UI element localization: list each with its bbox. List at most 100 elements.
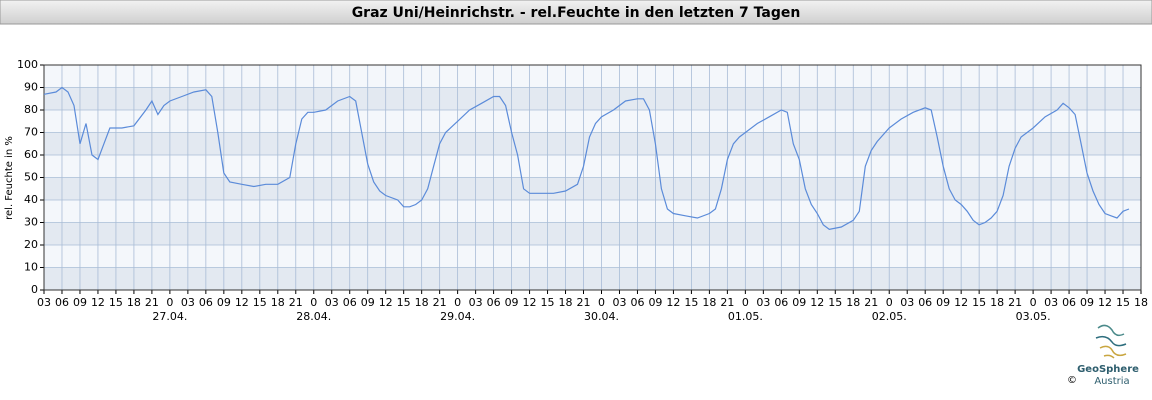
grid-band (44, 87, 1141, 110)
grid-band (44, 177, 1141, 200)
x-tick-label: 15 (1116, 296, 1130, 309)
x-tick-label: 03 (900, 296, 914, 309)
plot-frame (43, 64, 1142, 291)
x-tick-label: 0 (1030, 296, 1037, 309)
logo-sub: Austria (1094, 376, 1129, 387)
x-tick-label: 15 (541, 296, 555, 309)
x-tick-label: 09 (73, 296, 87, 309)
logo-icon (1099, 345, 1127, 357)
x-tick-label: 18 (415, 296, 429, 309)
x-tick-label: 0 (310, 296, 317, 309)
x-tick-label: 0 (742, 296, 749, 309)
x-tick-label: 06 (918, 296, 932, 309)
x-tick-label: 15 (828, 296, 842, 309)
x-tick-label: 12 (810, 296, 824, 309)
x-tick-label: 06 (630, 296, 644, 309)
date-label: 03.05. (1016, 310, 1051, 323)
x-tick-label: 06 (1062, 296, 1076, 309)
grid-band (44, 200, 1141, 223)
grid-band (44, 110, 1141, 133)
x-tick-label: 03 (469, 296, 483, 309)
grid-band (44, 222, 1141, 245)
x-tick-label: 09 (217, 296, 231, 309)
x-tick-label: 03 (756, 296, 770, 309)
x-tick-label: 0 (166, 296, 173, 309)
y-tick-label: 100 (17, 58, 38, 71)
data-line (43, 86, 1130, 230)
date-label: 30.04. (584, 310, 619, 323)
x-tick-label: 12 (666, 296, 680, 309)
x-tick-label: 18 (127, 296, 141, 309)
y-tick-label: 0 (31, 283, 38, 296)
x-tick-label: 09 (648, 296, 662, 309)
grid-band (44, 155, 1141, 178)
x-tick-label: 03 (37, 296, 51, 309)
x-tick-label: 21 (433, 296, 447, 309)
x-tick-label: 09 (505, 296, 519, 309)
x-tick-label: 21 (145, 296, 159, 309)
x-tick-label: 06 (343, 296, 357, 309)
logo: GeoSphere Austria © (1067, 324, 1139, 387)
y-tick-label: 90 (24, 81, 38, 94)
chart-title: Graz Uni/Heinrichstr. - rel.Feuchte in d… (352, 5, 801, 21)
grid-band (44, 65, 1141, 88)
x-tick-label: 09 (936, 296, 950, 309)
date-label: 27.04. (152, 310, 187, 323)
x-tick-label: 12 (379, 296, 393, 309)
x-tick-label: 18 (559, 296, 573, 309)
x-tick-label: 12 (91, 296, 105, 309)
date-label: 01.05. (728, 310, 763, 323)
x-tick-label: 18 (990, 296, 1004, 309)
x-tick-label: 18 (846, 296, 860, 309)
x-tick-label: 15 (397, 296, 411, 309)
y-tick-label: 80 (24, 103, 38, 116)
x-tick-label: 18 (271, 296, 285, 309)
x-tick-label: 12 (954, 296, 968, 309)
x-tick-label: 15 (972, 296, 986, 309)
x-tick-label: 06 (487, 296, 501, 309)
y-tick-label: 40 (24, 193, 38, 206)
x-tick-label: 15 (253, 296, 267, 309)
x-tick-label: 0 (454, 296, 461, 309)
y-tick-label: 20 (24, 238, 38, 251)
date-label: 28.04. (296, 310, 331, 323)
x-tick-label: 21 (864, 296, 878, 309)
x-tick-label: 12 (523, 296, 537, 309)
x-tick-label: 18 (1134, 296, 1148, 309)
logo-icon (1095, 335, 1127, 347)
x-tick-label: 03 (1044, 296, 1058, 309)
x-tick-label: 09 (1080, 296, 1094, 309)
date-label: 29.04. (440, 310, 475, 323)
x-tick-label: 06 (199, 296, 213, 309)
x-tick-label: 12 (235, 296, 249, 309)
y-tick-label: 10 (24, 261, 38, 274)
title-bar (0, 0, 1152, 25)
x-tick-label: 21 (720, 296, 734, 309)
x-tick-label: 0 (598, 296, 605, 309)
x-tick-label: 21 (577, 296, 591, 309)
y-tick-label: 30 (24, 216, 38, 229)
grid-band (44, 267, 1141, 290)
logo-icon (1103, 354, 1115, 359)
x-tick-label: 06 (55, 296, 69, 309)
x-tick-label: 03 (325, 296, 339, 309)
logo-name: GeoSphere (1077, 364, 1139, 375)
x-tick-label: 03 (612, 296, 626, 309)
x-tick-label: 15 (684, 296, 698, 309)
x-tick-label: 21 (1008, 296, 1022, 309)
x-tick-label: 21 (289, 296, 303, 309)
x-tick-label: 15 (109, 296, 123, 309)
x-tick-label: 09 (792, 296, 806, 309)
grid-band (44, 245, 1141, 268)
y-axis-label: rel. Feuchte in % (4, 136, 15, 220)
grid-band (44, 132, 1141, 155)
copyright: © (1067, 375, 1077, 386)
x-tick-label: 18 (702, 296, 716, 309)
x-tick-label: 0 (886, 296, 893, 309)
date-label: 02.05. (872, 310, 907, 323)
y-tick-label: 50 (24, 171, 38, 184)
x-tick-label: 03 (181, 296, 195, 309)
x-tick-label: 06 (774, 296, 788, 309)
y-tick-label: 60 (24, 148, 38, 161)
